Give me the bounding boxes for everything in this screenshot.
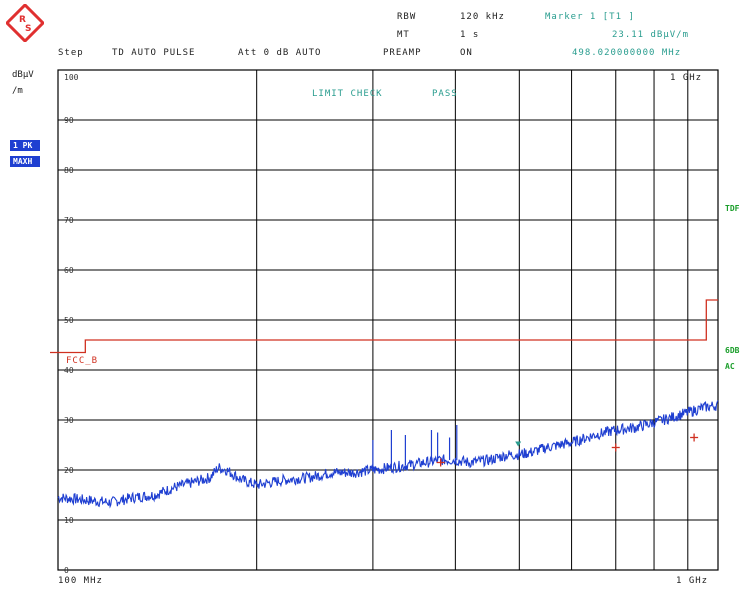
svg-text:S: S (25, 24, 31, 34)
y-tick-label: 40 (64, 366, 74, 375)
y-tick-label: 90 (64, 116, 74, 125)
mt-label: MT (397, 30, 410, 40)
chart-grid (57, 69, 719, 571)
y-tick-label: 60 (64, 266, 74, 275)
top-right-frequency: 1 GHz (670, 73, 702, 83)
y-tick-label: 20 (64, 466, 74, 475)
marker-title: Marker 1 [T1 ] (545, 12, 635, 22)
y-tick-label: 0 (64, 566, 69, 575)
marker-1 (515, 441, 522, 447)
attenuation-setting: Att 0 dB AUTO (238, 48, 322, 58)
start-frequency: 100 MHz (58, 576, 103, 586)
trace-mode-badge: MAXH (10, 156, 40, 167)
limit-line-name: FCC_B (66, 356, 98, 366)
y-tick-label: 100 (64, 73, 79, 82)
y-tick-label: 50 (64, 316, 74, 325)
preamp-label: PREAMP (383, 48, 422, 58)
marker-level: 23.11 dBµV/m (612, 30, 690, 40)
trace-line (57, 400, 719, 509)
y-tick-label: 30 (64, 416, 74, 425)
y-tick-label: 70 (64, 216, 74, 225)
y-tick-label: 10 (64, 516, 74, 525)
chart-marks (436, 433, 699, 467)
marker-frequency: 498.020000000 MHz (572, 48, 682, 58)
spectrum-trace (57, 400, 719, 509)
step-label: Step (58, 48, 84, 58)
svg-text:R: R (19, 15, 26, 25)
trace-detector-badge: 1 PK (10, 140, 40, 151)
detector-setting: TD AUTO PULSE (112, 48, 196, 58)
y-unit-bottom: /m (12, 86, 23, 96)
y-tick-label: 80 (64, 166, 74, 175)
stop-frequency: 1 GHz (676, 576, 709, 586)
y-unit-top: dBµV (12, 70, 34, 80)
limit-check-label: LIMIT CHECK (312, 89, 383, 99)
limit-line (50, 299, 718, 354)
rohde-schwarz-logo: R S (6, 4, 44, 42)
rbw-label: RBW (397, 12, 417, 22)
limit-check-result: PASS (432, 89, 458, 99)
sixdb-label: 6DB (725, 346, 740, 355)
rbw-value: 120 kHz (460, 12, 505, 22)
ac-coupling-label: AC (725, 362, 735, 371)
fcc-b-limit (50, 299, 718, 354)
preamp-value: ON (460, 48, 473, 58)
transducer-label: TDF (725, 204, 740, 213)
mt-value: 1 s (460, 30, 480, 40)
